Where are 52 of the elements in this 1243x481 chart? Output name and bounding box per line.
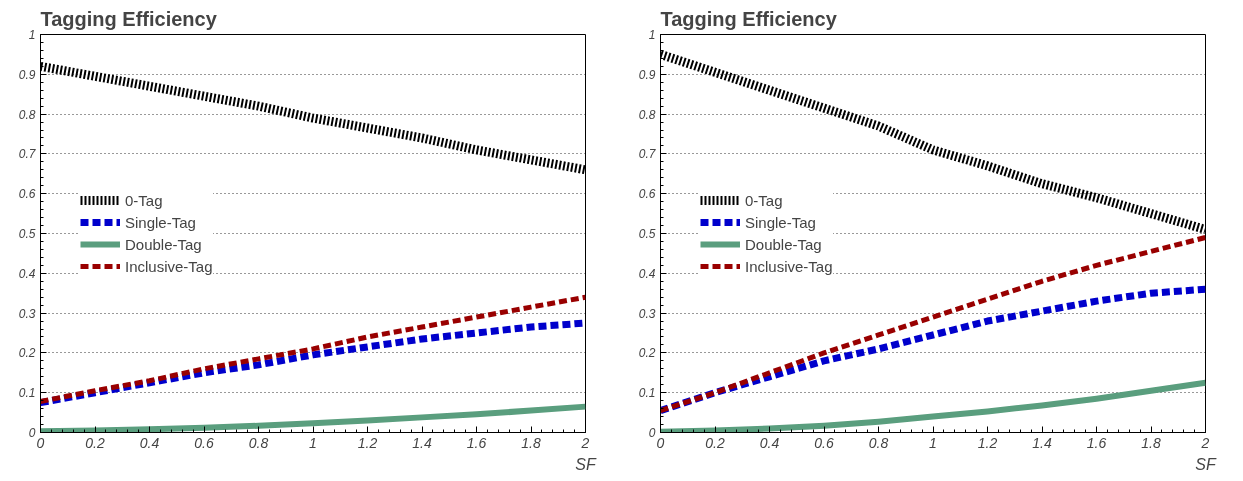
legend-label: 0-Tag	[745, 191, 783, 209]
x-tick-label: 1	[309, 434, 317, 451]
x-tick-label: 0.8	[248, 434, 269, 451]
x-tick-label: 0.4	[759, 434, 780, 451]
legend-label: Inclusive-Tag	[745, 257, 833, 275]
y-tick-label: 0.4	[18, 266, 36, 281]
legend-label: Single-Tag	[745, 213, 816, 231]
x-tick-label: 1.2	[357, 434, 378, 451]
y-tick-label: 0.6	[638, 187, 656, 202]
y-tick-label: 0.8	[18, 107, 36, 122]
y-tick-label: 0.4	[638, 266, 656, 281]
y-tick-label: 0.2	[18, 346, 36, 361]
y-tick-label: 0.3	[638, 306, 656, 321]
x-tick-label: 1.6	[1086, 434, 1107, 451]
x-tick-label: 1	[929, 434, 937, 451]
y-tick-label: 0.9	[638, 67, 656, 82]
legend-label: Single-Tag	[125, 213, 196, 231]
y-tick-label: 0.6	[18, 187, 36, 202]
y-tick-label: 0.7	[18, 147, 37, 162]
legend-label: Inclusive-Tag	[125, 257, 213, 275]
y-tick-label: 0.5	[18, 227, 36, 241]
chart-title: Tagging Efficiency	[660, 7, 838, 30]
x-axis-title: SF	[1195, 455, 1217, 473]
y-tick-label: 0.1	[18, 386, 36, 401]
x-tick-label: 1.2	[977, 434, 998, 451]
x-tick-label: 0.4	[139, 434, 160, 451]
y-tick-label: 0.9	[18, 67, 36, 82]
y-tick-label: 1	[648, 28, 656, 42]
x-tick-label: 0.8	[868, 434, 889, 451]
x-tick-label: 1.4	[1032, 434, 1052, 451]
y-tick-label: 0.7	[638, 147, 657, 162]
x-tick-label: 2	[1200, 434, 1210, 451]
x-axis-title: SF	[575, 455, 597, 473]
x-tick-label: 1.8	[1141, 434, 1161, 451]
y-tick-label: 0.5	[638, 227, 656, 241]
x-tick-label: 1.4	[412, 434, 432, 451]
chart-title: Tagging Efficiency	[40, 7, 218, 30]
x-tick-label: 0.6	[814, 434, 834, 451]
x-tick-label: 0.6	[194, 434, 214, 451]
y-tick-label: 0.2	[638, 346, 656, 361]
x-tick-label: 0.2	[85, 434, 105, 451]
y-tick-label: 0.8	[638, 107, 656, 122]
x-tick-label: 1.6	[466, 434, 487, 451]
y-tick-label: 0.3	[18, 306, 36, 321]
legend-label: Double-Tag	[125, 235, 202, 253]
x-tick-label: 0.2	[705, 434, 725, 451]
legend-label: 0-Tag	[125, 191, 163, 209]
legend-label: Double-Tag	[745, 235, 822, 253]
y-tick-label: 0.1	[638, 386, 656, 401]
x-tick-label: 1.8	[521, 434, 541, 451]
x-tick-label: 2	[580, 434, 590, 451]
y-tick-label: 1	[28, 28, 36, 42]
